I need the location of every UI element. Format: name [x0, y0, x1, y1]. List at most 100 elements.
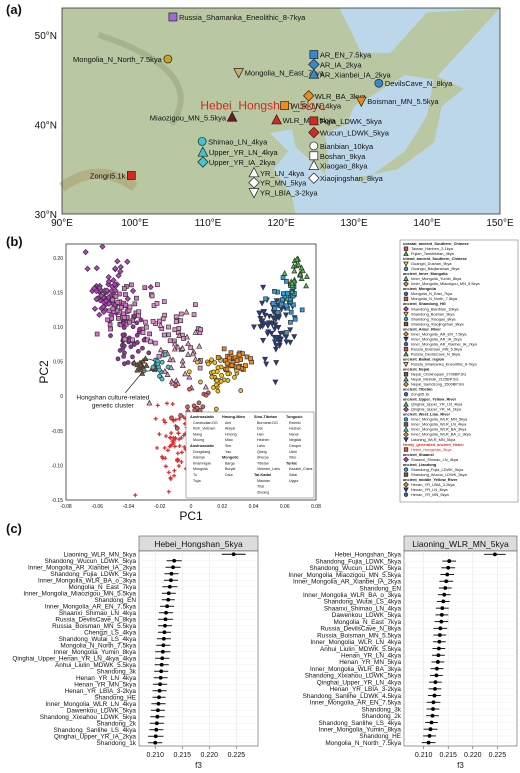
- f3-point: [435, 666, 439, 671]
- pca-point: [127, 319, 132, 325]
- pca-point: [115, 315, 121, 321]
- pca-legend-marker: [403, 437, 409, 443]
- pca-point: [200, 404, 206, 410]
- pca-point: [91, 285, 98, 292]
- pca-legend-label: Nepal_Mebrak_2125BP.SG: [411, 377, 459, 382]
- f3-frame: [138, 550, 259, 747]
- pca-legend-label: Henan_YR_LBIA_3-2kya: [411, 482, 455, 487]
- pca-point: [291, 302, 296, 308]
- pca-legend-item: Khamnigan: [193, 461, 211, 465]
- f3-point: [445, 572, 450, 577]
- f3-category-label: Shaanxi_Shimao_LN_4kya: [59, 610, 137, 617]
- pca-point: [172, 468, 177, 473]
- f3-point: [429, 720, 434, 725]
- pca-y-tick: -0.15: [52, 498, 64, 504]
- map-site-marker: [308, 126, 320, 139]
- pca-legend-group: Tungusic: [286, 415, 303, 419]
- pca-point: [120, 346, 126, 351]
- f3-point: [428, 727, 433, 732]
- f3-category-label: Inner_Mongolia_Yumin_8kya: [319, 726, 402, 733]
- pca-point: [186, 369, 192, 375]
- pca-legend-label: ancient_Liaodong: [403, 462, 437, 467]
- pca-point: [198, 327, 203, 332]
- f3-category-label: Shandong_Wutai_LS_4kya: [324, 599, 402, 606]
- pca-point: [121, 325, 127, 330]
- f3-category-label: Shandong_HE: [94, 695, 136, 702]
- pca-point: [164, 371, 171, 377]
- pca-point: [260, 309, 267, 315]
- f3-point: [436, 653, 441, 658]
- f3-point: [431, 700, 436, 705]
- pca-point: [288, 309, 294, 315]
- f3-point: [437, 633, 442, 637]
- f3-category-label: Liaoning_WLR_MN_5kya: [64, 552, 137, 559]
- panel-label-b: (b): [6, 234, 23, 249]
- f3-point: [162, 630, 167, 635]
- pca-point: [162, 445, 167, 450]
- f3-category-label: Henan_YR_LBIA_3-2kya: [330, 686, 402, 693]
- pca-point: [121, 354, 126, 359]
- pca-legend-marker: [403, 481, 409, 488]
- pca-y-tick: 0.15: [53, 290, 63, 296]
- pca-legend-marker: [403, 422, 409, 427]
- pca-legend-item: Thai: [257, 485, 264, 489]
- pca-legend-label: ancient_Mongolia: [403, 286, 437, 291]
- f3-point: [154, 721, 159, 726]
- f3-point: [163, 617, 168, 622]
- pca-legend-label: Hebei_Hongshan_5kya: [411, 447, 452, 452]
- pca-legend-item: Uygur: [289, 479, 299, 483]
- pca-point: [134, 295, 139, 301]
- pca-point: [96, 311, 103, 318]
- pca-point: [273, 298, 280, 304]
- f3-point: [157, 695, 161, 700]
- map-site-label: DevilsCave_N_8kya: [385, 79, 453, 88]
- pca-point: [179, 450, 184, 455]
- pca-point: [272, 379, 279, 386]
- pca-point: [172, 473, 177, 478]
- pca-legend-label: Nepal_Chokhopani_2700BP.SG: [411, 372, 466, 377]
- pca-legend-marker: [403, 311, 409, 318]
- pca-legend-item: Maonan: [257, 479, 270, 483]
- f3-category-label: Shandong_Sanlihe_LDWK_4.5kya: [303, 693, 402, 700]
- f3-point: [156, 708, 160, 713]
- pca-point: [234, 358, 240, 364]
- pca-point: [155, 403, 160, 408]
- pca-legend-label: Inner_Mongolia_Miaozigou_MN_5.5kya: [411, 281, 480, 286]
- f3-category-label: Mongolia_N_North_7.5kya: [60, 643, 136, 650]
- map-lat-tick: 50°N: [35, 31, 57, 42]
- f3-panel-2: Liaoning_WLR_MN_5kyaHebei_Hongshan_5kyaS…: [288, 535, 518, 770]
- pca-y-tick: -0.05: [52, 429, 64, 435]
- pca-point: [298, 264, 305, 271]
- pca-point: [166, 324, 171, 330]
- pca-point: [84, 265, 91, 272]
- pca-point: [183, 308, 190, 315]
- f3-point: [437, 639, 442, 644]
- pca-legend-marker: [403, 291, 409, 297]
- pca-point: [186, 373, 193, 380]
- f3-category-label: Shandong_2k: [362, 713, 402, 720]
- pca-point: [177, 437, 182, 442]
- f3-point: [447, 559, 452, 563]
- pca-point: [259, 323, 266, 330]
- pca-point: [163, 420, 168, 425]
- pca-point: [167, 444, 172, 449]
- pca-legend-label: Shandong_Wucun_LDWK_5kya: [411, 472, 468, 477]
- f3-point: [442, 592, 447, 597]
- pca-point: [282, 312, 289, 319]
- f3-category-label: Hebei_Hongshan_5kya: [335, 552, 402, 559]
- f3-tick-label: 0.210: [146, 752, 164, 759]
- pca-legend-label: ancient_middle_Yellow_River: [403, 477, 458, 482]
- pca-x-tick: -0.06: [92, 504, 104, 510]
- pca-point: [91, 305, 99, 312]
- pca-point: [159, 359, 165, 365]
- pca-inner-legend: Austroasiatic Cambodian.DG Kinh_VietnamMan…: [185, 411, 315, 499]
- map-site-label: Wucun_LDWK_5kya: [320, 128, 390, 137]
- pca-legend-item: Kalmyk: [193, 456, 205, 460]
- pca-legend-item: Tibetan: [257, 461, 269, 465]
- map-site-label: Boisman_MN_5.5kya: [367, 97, 439, 106]
- map-japan: [354, 75, 464, 183]
- pca-point: [171, 340, 178, 347]
- pca-legend-label: Inner_Mongolia_AR_EN_7.5kya: [411, 331, 467, 336]
- map-panel: 50°N 40°N 30°N90°E 100°E 110°E 120°E 130°E 140°…: [35, 7, 514, 229]
- pca-point: [105, 317, 110, 323]
